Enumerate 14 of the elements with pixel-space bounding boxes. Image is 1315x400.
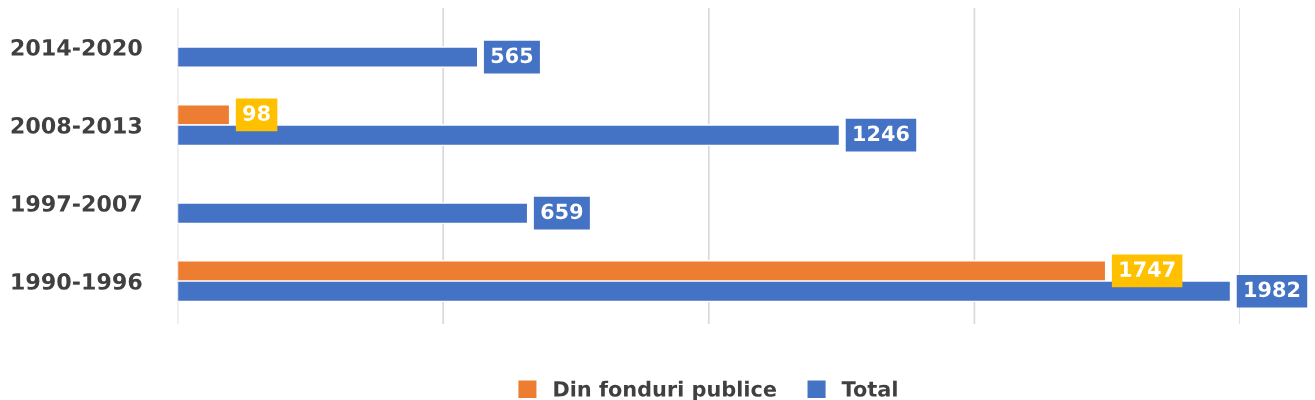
y-tick-label: 2014-2020 — [11, 38, 142, 56]
data-label: 1246 — [854, 125, 909, 142]
y-tick-label: 1990-1996 — [12, 273, 142, 290]
data-label: 565 — [491, 47, 533, 64]
data-label: 1747 — [1120, 261, 1175, 277]
bar — [177, 46, 479, 68]
y-tick-label: 2008-2013 — [11, 116, 142, 134]
data-label: 1982 — [1245, 281, 1300, 298]
y-tick-label: 1997-2007 — [12, 195, 142, 212]
data-label: 659 — [541, 203, 583, 220]
legend-label: Din fonduri publice — [554, 380, 776, 400]
data-label: 98 — [243, 105, 270, 121]
legend-label: Total — [841, 380, 897, 397]
bar — [177, 202, 529, 225]
